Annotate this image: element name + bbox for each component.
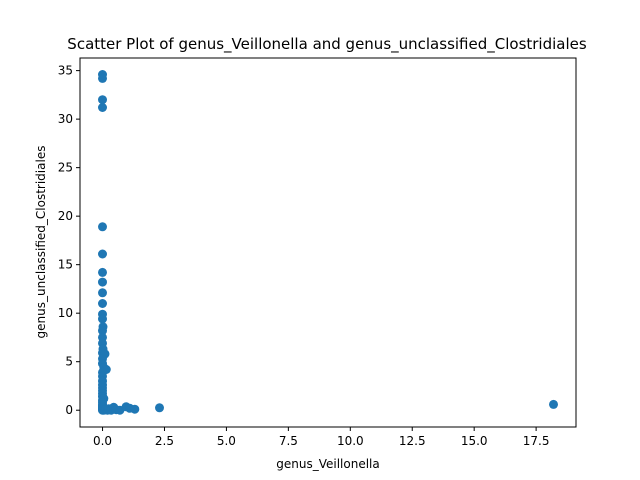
x-tick-label: 2.5 <box>155 434 174 448</box>
y-tick-label: 10 <box>58 306 73 320</box>
y-tick-label: 25 <box>58 161 73 175</box>
data-point <box>98 103 107 112</box>
x-axis-label: genus_Veillonella <box>276 457 379 471</box>
x-tick-label: 15.0 <box>461 434 488 448</box>
data-point <box>98 249 107 259</box>
y-axis: 0 5 10 15 20 25 30 35 <box>58 64 80 417</box>
x-tick-label: 17.5 <box>523 434 550 448</box>
y-tick-label: 15 <box>58 258 73 272</box>
data-point <box>98 277 107 287</box>
data-point <box>98 222 107 232</box>
y-tick-label: 35 <box>58 64 73 78</box>
data-points <box>98 70 558 415</box>
data-point <box>98 299 107 308</box>
data-point <box>98 314 107 324</box>
data-point <box>98 267 107 277</box>
data-point <box>98 95 107 105</box>
plot-frame <box>79 57 577 428</box>
x-axis: 0.0 2.5 5.0 7.5 10.0 12.5 15.0 17.5 <box>93 427 549 448</box>
x-tick-label: 7.5 <box>279 434 298 448</box>
data-point <box>98 288 107 298</box>
chart-title: Scatter Plot of genus_Veillonella and ge… <box>67 35 587 54</box>
data-point <box>155 403 164 413</box>
x-tick-label: 12.5 <box>399 434 426 448</box>
y-tick-label: 20 <box>58 209 73 223</box>
y-tick-label: 5 <box>65 355 73 369</box>
x-tick-label: 5.0 <box>217 434 236 448</box>
data-point <box>549 399 558 409</box>
data-point <box>130 404 140 414</box>
y-tick-label: 30 <box>58 112 73 126</box>
y-axis-label: genus_unclassified_Clostridiales <box>34 146 48 339</box>
data-point <box>98 73 107 83</box>
y-tick-label: 0 <box>65 403 73 417</box>
data-point <box>98 326 107 336</box>
x-tick-label: 10.0 <box>337 434 364 448</box>
x-tick-label: 0.0 <box>93 434 112 448</box>
